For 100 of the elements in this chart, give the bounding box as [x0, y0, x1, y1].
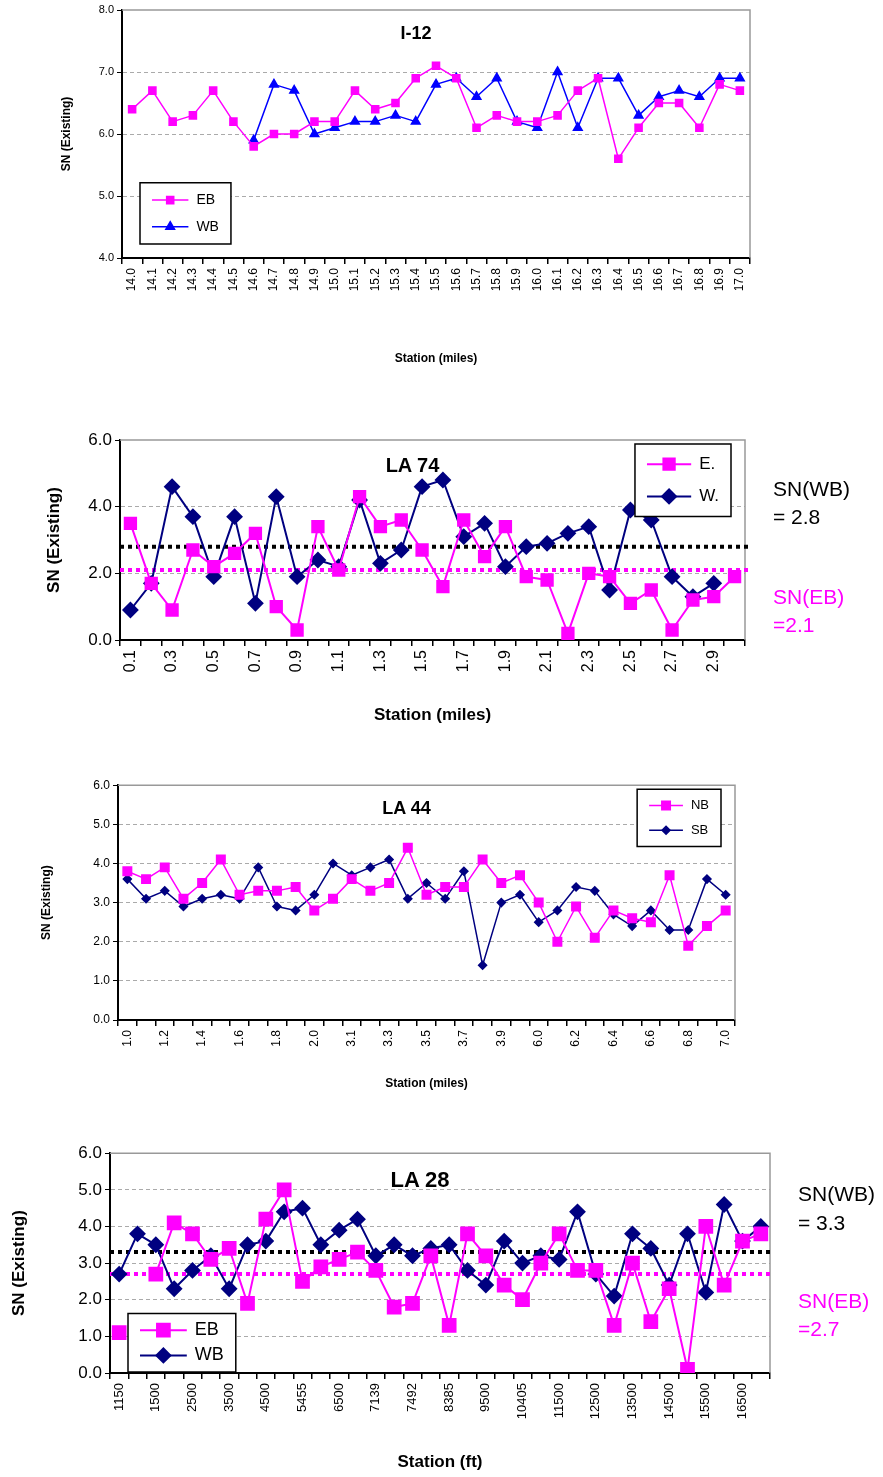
- x-tick-label: 14.2: [164, 267, 179, 292]
- y-tick-label: 1.0: [93, 973, 111, 988]
- x-axis-title: Station (miles): [394, 351, 478, 366]
- x-tick-label: 1150: [110, 1383, 126, 1411]
- text: LA 74: [385, 453, 441, 476]
- x-tick-label: 15.4: [408, 267, 423, 292]
- ref-line-label: SN(WB) = 2.8: [773, 476, 850, 529]
- x-tick-label: 3.1: [344, 1029, 359, 1047]
- legend-label: WB: [196, 217, 219, 234]
- x-tick-label: 2.7: [662, 649, 680, 673]
- x-tick-label: 15500: [697, 1383, 713, 1420]
- x-tick-label: 1.5: [412, 649, 430, 673]
- legend-label: SB: [690, 821, 709, 837]
- y-tick-label: 3.0: [78, 1252, 102, 1272]
- x-tick-label: 4500: [257, 1383, 273, 1412]
- x-tick-label: 5455: [294, 1383, 310, 1412]
- text: I-12: [400, 22, 432, 43]
- y-tick-label: 5.0: [98, 189, 114, 202]
- x-tick-label: 2.1: [537, 649, 555, 673]
- x-tick-label: 6.6: [643, 1029, 658, 1047]
- x-tick-label: 1.8: [269, 1029, 284, 1047]
- ref-line-label: SN(WB) = 3.3: [798, 1182, 875, 1234]
- y-tick-label: 6.0: [93, 777, 111, 792]
- x-tick-label: 15.7: [468, 267, 483, 292]
- y-tick-label: 5.0: [93, 816, 111, 831]
- x-tick-label: 2500: [184, 1383, 200, 1412]
- legend-label: EB: [196, 190, 216, 207]
- x-tick-label: 14.4: [205, 267, 220, 292]
- y-tick-label: 2.0: [93, 934, 111, 949]
- x-tick-label: 14.5: [225, 267, 240, 292]
- x-tick-label: 17.0: [732, 267, 747, 292]
- x-tick-label: 1.1: [329, 649, 347, 673]
- x-tick-label: 0.1: [120, 649, 138, 673]
- x-tick-label: 15.9: [509, 267, 524, 292]
- x-tick-label: 0.9: [287, 649, 305, 673]
- x-tick-label: 16500: [734, 1383, 750, 1420]
- y-tick-label: 7.0: [98, 65, 114, 78]
- y-axis-title: SN (Existing): [43, 487, 63, 593]
- x-tick-label: 14.0: [124, 267, 139, 292]
- x-axis-title: Station (miles): [373, 705, 492, 725]
- x-axis-title: Station (ft): [397, 1452, 483, 1472]
- y-tick-label: 4.0: [88, 496, 112, 516]
- x-tick-label: 14.6: [245, 267, 260, 292]
- x-tick-label: 7139: [367, 1383, 383, 1412]
- y-tick-label: 2.0: [88, 563, 112, 583]
- x-tick-label: 14500: [660, 1383, 676, 1420]
- ref-line-label: SN(EB) =2.7: [798, 1289, 870, 1341]
- y-tick-label: 0.0: [78, 1362, 102, 1382]
- x-tick-label: 1500: [147, 1383, 163, 1412]
- x-tick-label: 11500: [550, 1383, 566, 1419]
- y-tick-label: 4.0: [98, 251, 114, 264]
- legend-label: W.: [699, 486, 720, 506]
- x-tick-label: 15.0: [327, 267, 342, 292]
- x-tick-label: 6500: [330, 1383, 346, 1412]
- x-tick-label: 1.2: [157, 1029, 172, 1047]
- x-tick-label: 7.0: [717, 1029, 732, 1047]
- legend-label: EB: [194, 1319, 219, 1340]
- ref-line-label: SN(EB) =2.1: [773, 584, 845, 637]
- x-tick-label: 3.5: [418, 1029, 433, 1047]
- x-tick-label: 15.1: [347, 267, 362, 292]
- x-tick-label: 0.7: [245, 649, 263, 673]
- x-tick-label: 3.7: [456, 1029, 471, 1047]
- text: LA 28: [390, 1167, 450, 1193]
- x-tick-label: 2.5: [620, 649, 638, 673]
- y-axis-title: SN (Existing): [38, 865, 53, 940]
- x-tick-label: 16.2: [570, 267, 585, 292]
- text: LA 44: [382, 798, 431, 819]
- x-tick-label: 3.9: [493, 1029, 508, 1047]
- y-tick-label: 5.0: [78, 1179, 102, 1199]
- x-tick-label: 15.6: [448, 267, 463, 292]
- y-tick-label: 0.0: [88, 629, 112, 649]
- x-tick-label: 16.4: [610, 267, 625, 292]
- x-tick-label: 16.7: [671, 267, 686, 292]
- x-tick-label: 7492: [404, 1383, 420, 1412]
- y-tick-label: 4.0: [93, 855, 111, 870]
- x-tick-label: 16.1: [549, 267, 564, 292]
- x-tick-label: 6.2: [568, 1029, 583, 1047]
- x-tick-label: 15.8: [489, 267, 504, 292]
- x-tick-label: 14.9: [306, 267, 321, 292]
- x-tick-label: 16.6: [651, 267, 666, 292]
- x-tick-label: 1.4: [194, 1029, 209, 1047]
- x-tick-label: 1.9: [495, 649, 513, 673]
- x-tick-label: 8385: [440, 1383, 456, 1412]
- x-tick-label: 1.3: [370, 649, 388, 673]
- legend-label: E.: [699, 453, 716, 473]
- x-tick-label: 15.3: [387, 267, 402, 292]
- legend-label: WB: [194, 1344, 224, 1365]
- x-tick-label: 0.5: [204, 649, 222, 673]
- x-tick-label: 16.8: [691, 267, 706, 292]
- x-tick-label: 14.1: [144, 267, 159, 292]
- x-tick-label: 16.0: [529, 267, 544, 292]
- x-tick-label: 12500: [587, 1383, 603, 1420]
- x-tick-label: 3500: [220, 1383, 236, 1412]
- legend-label: NB: [690, 797, 709, 813]
- y-axis-title: SN (Existing): [8, 1210, 28, 1316]
- x-tick-label: 15.2: [367, 267, 382, 292]
- y-tick-label: 2.0: [78, 1289, 102, 1309]
- x-tick-label: 6.8: [680, 1029, 695, 1047]
- x-axis-title: Station (miles): [385, 1076, 468, 1091]
- x-tick-label: 16.5: [630, 267, 645, 292]
